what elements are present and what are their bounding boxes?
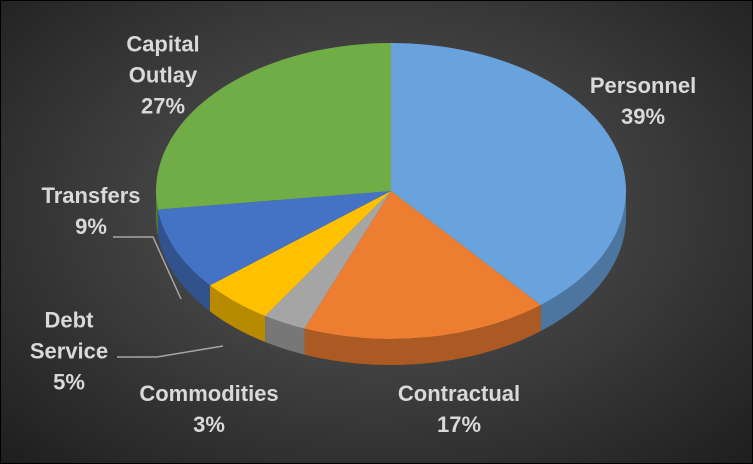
data-label: Commodities 3% [109,378,309,440]
category-name: Commodities [139,381,279,406]
slice [304,191,541,340]
data-label: Personnel 39% [563,70,723,132]
category-name: Contractual [397,381,521,406]
slice [209,191,391,316]
value-label: 39% [620,104,666,129]
slice-side [540,191,626,332]
slice [155,43,391,210]
data-label: Debt Service 5% [19,305,119,398]
slice-side [304,305,541,365]
slice-side [209,285,266,342]
slice [265,191,391,329]
category-name: Personnel [589,73,697,98]
value-label: 5% [53,369,85,395]
category-name: Transfers [41,183,141,208]
leader-line [113,236,182,300]
value-label: 17% [436,412,482,437]
slice-side [157,209,210,312]
value-label: 3% [193,412,225,437]
category-name: Debt Service [29,307,109,364]
value-label: 9% [75,214,107,239]
slice-side [156,191,158,236]
slice [157,191,391,286]
value-label: 27% [140,93,186,119]
data-label: Capital Outlay 27% [108,29,218,122]
data-label: Transfers 9% [21,180,161,242]
category-name: Capital Outlay [126,31,200,88]
leader-line [117,345,224,358]
slice-side [265,315,305,355]
slice [391,43,626,306]
data-label: Contractual 17% [359,378,559,440]
